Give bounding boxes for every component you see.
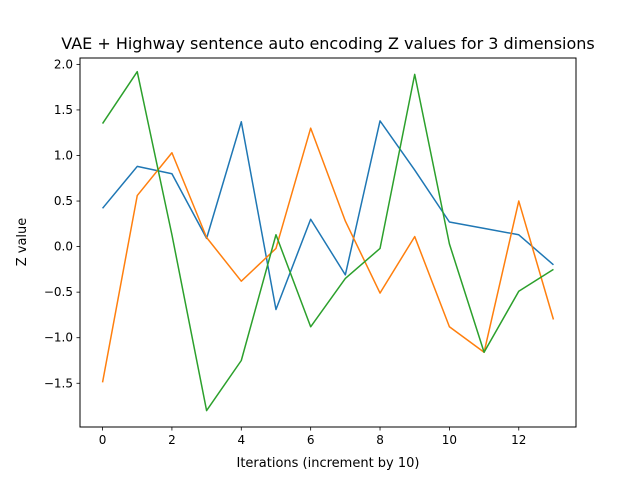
x-tick-label: 12 <box>511 433 526 447</box>
x-tick-label: 2 <box>168 433 176 447</box>
y-tick-label: 0.0 <box>54 240 73 254</box>
series-line-2 <box>101 127 555 383</box>
chart-title: VAE + Highway sentence auto encoding Z v… <box>61 34 594 53</box>
y-tick-label: 1.0 <box>54 148 73 162</box>
y-axis-ticks: 2.0 1.5 1.0 0.5 0.0 −0.5 −1.0 −1.5 <box>44 57 80 390</box>
series-lines <box>101 70 555 412</box>
x-tick-label: 4 <box>237 433 245 447</box>
y-axis-label: Z value <box>15 218 30 267</box>
x-tick-label: 8 <box>376 433 384 447</box>
y-tick-label: 1.5 <box>54 103 73 117</box>
y-tick-label: −0.5 <box>44 285 73 299</box>
y-tick-label: −1.0 <box>44 331 73 345</box>
y-tick-label: 2.0 <box>54 57 73 71</box>
x-tick-label: 6 <box>307 433 315 447</box>
x-tick-label: 0 <box>99 433 107 447</box>
plot-frame <box>79 57 577 428</box>
series-line-1 <box>101 120 554 311</box>
y-tick-label: −1.5 <box>44 376 73 390</box>
y-tick-label: 0.5 <box>54 194 73 208</box>
x-tick-label: 10 <box>442 433 457 447</box>
x-axis-label: Iterations (increment by 10) <box>237 456 420 471</box>
x-axis-ticks: 0 2 4 6 8 10 12 <box>99 427 526 447</box>
series-line-3 <box>101 70 554 412</box>
